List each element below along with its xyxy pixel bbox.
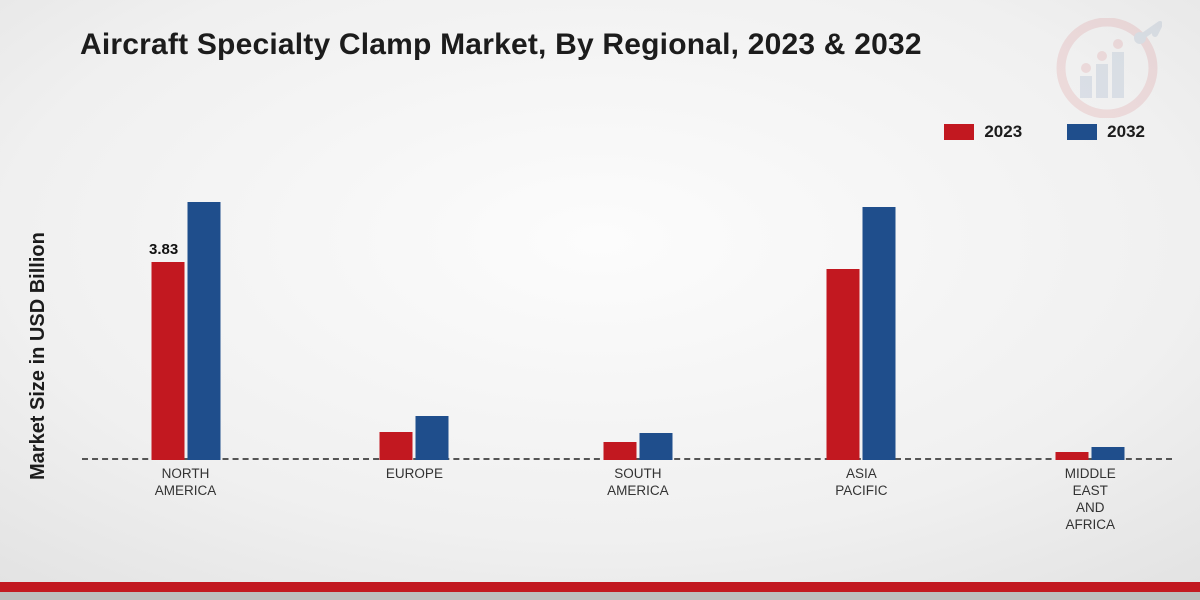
legend-swatch-2023 (944, 124, 974, 140)
x-axis-category-label: EUROPE (386, 466, 443, 483)
x-axis-category-label: ASIA PACIFIC (835, 466, 887, 500)
chart-frame: Aircraft Specialty Clamp Market, By Regi… (0, 0, 1200, 600)
bar-group (827, 207, 896, 460)
bar-group (380, 416, 449, 460)
legend: 2023 2032 (944, 122, 1145, 142)
bar (863, 207, 896, 460)
bar-value-label: 3.83 (149, 241, 178, 258)
legend-label-2023: 2023 (984, 122, 1022, 142)
bar-group (1056, 447, 1125, 460)
bar-group (603, 433, 672, 460)
bar (1092, 447, 1125, 460)
bar (380, 432, 413, 460)
bar (603, 442, 636, 460)
bar-group: 3.83 (151, 202, 220, 460)
legend-item-2032: 2032 (1067, 122, 1145, 142)
legend-item-2023: 2023 (944, 122, 1022, 142)
bar (1056, 452, 1089, 460)
footer-bar-red (0, 582, 1200, 592)
bar (151, 262, 184, 460)
plot-area: 3.83 (82, 150, 1172, 460)
bar (639, 433, 672, 460)
bar (187, 202, 220, 460)
bar (416, 416, 449, 460)
x-axis-category-label: SOUTH AMERICA (607, 466, 669, 500)
x-axis-category-label: NORTH AMERICA (155, 466, 217, 500)
bar (827, 269, 860, 460)
legend-swatch-2032 (1067, 124, 1097, 140)
y-axis-label: Market Size in USD Billion (27, 232, 50, 480)
watermark-logo-icon (1032, 18, 1162, 118)
footer-bar-grey (0, 592, 1200, 600)
x-axis-category-label: MIDDLE EAST AND AFRICA (1065, 466, 1116, 534)
legend-label-2032: 2032 (1107, 122, 1145, 142)
chart-title: Aircraft Specialty Clamp Market, By Regi… (80, 28, 922, 62)
